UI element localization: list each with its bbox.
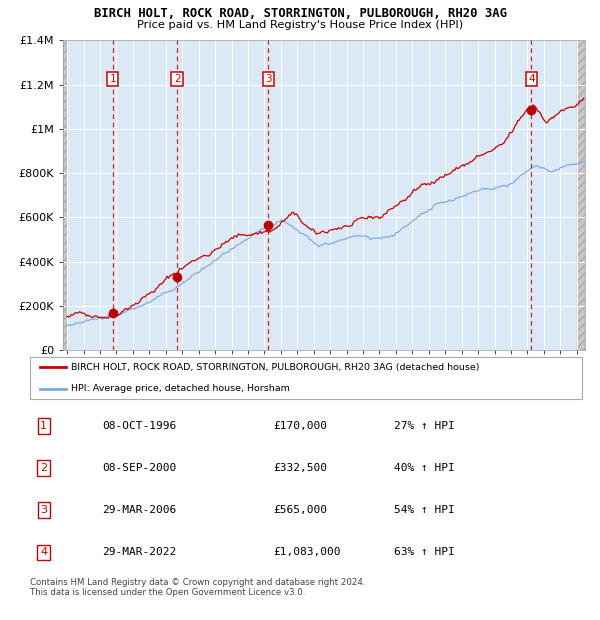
Text: £1,083,000: £1,083,000	[273, 547, 340, 557]
Text: 40% ↑ HPI: 40% ↑ HPI	[394, 463, 455, 473]
Text: 4: 4	[528, 74, 535, 84]
Text: £565,000: £565,000	[273, 505, 327, 515]
Text: 29-MAR-2022: 29-MAR-2022	[102, 547, 176, 557]
Bar	[577, 40, 585, 350]
Text: 4: 4	[40, 547, 47, 557]
Text: Price paid vs. HM Land Registry's House Price Index (HPI): Price paid vs. HM Land Registry's House …	[137, 20, 463, 30]
Text: 08-OCT-1996: 08-OCT-1996	[102, 421, 176, 431]
Bar	[63, 40, 67, 350]
Text: 27% ↑ HPI: 27% ↑ HPI	[394, 421, 455, 431]
Text: £170,000: £170,000	[273, 421, 327, 431]
Text: 54% ↑ HPI: 54% ↑ HPI	[394, 505, 455, 515]
Text: HPI: Average price, detached house, Horsham: HPI: Average price, detached house, Hors…	[71, 384, 290, 393]
Text: 2: 2	[174, 74, 181, 84]
Text: £332,500: £332,500	[273, 463, 327, 473]
Text: BIRCH HOLT, ROCK ROAD, STORRINGTON, PULBOROUGH, RH20 3AG (detached house): BIRCH HOLT, ROCK ROAD, STORRINGTON, PULB…	[71, 363, 480, 372]
Text: 3: 3	[265, 74, 272, 84]
Text: 29-MAR-2006: 29-MAR-2006	[102, 505, 176, 515]
Text: 3: 3	[40, 505, 47, 515]
Text: 1: 1	[109, 74, 116, 84]
Text: 63% ↑ HPI: 63% ↑ HPI	[394, 547, 455, 557]
Text: BIRCH HOLT, ROCK ROAD, STORRINGTON, PULBOROUGH, RH20 3AG: BIRCH HOLT, ROCK ROAD, STORRINGTON, PULB…	[94, 7, 506, 20]
Text: 08-SEP-2000: 08-SEP-2000	[102, 463, 176, 473]
Text: 2: 2	[40, 463, 47, 473]
Text: 1: 1	[40, 421, 47, 431]
Text: Contains HM Land Registry data © Crown copyright and database right 2024.
This d: Contains HM Land Registry data © Crown c…	[30, 578, 365, 597]
